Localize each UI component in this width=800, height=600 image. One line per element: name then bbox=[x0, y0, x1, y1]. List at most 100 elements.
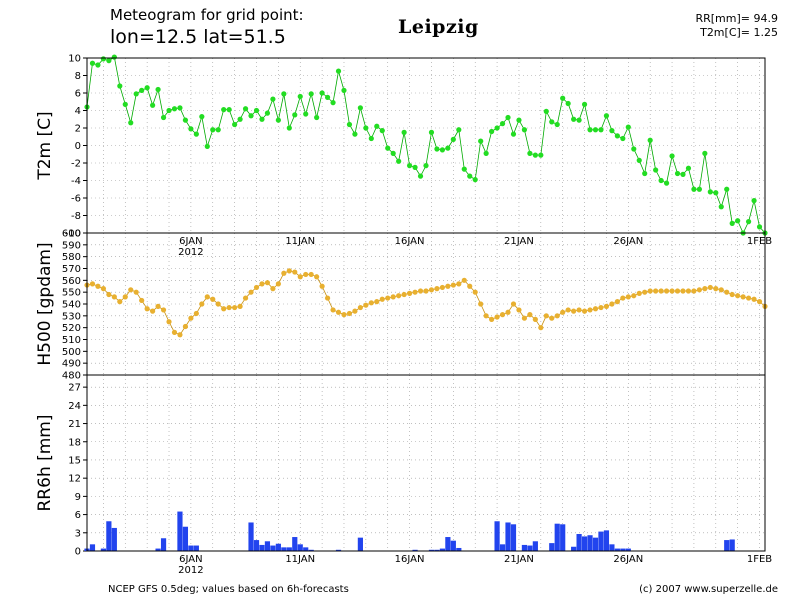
temperature-point bbox=[467, 173, 473, 179]
temperature-point bbox=[232, 121, 238, 128]
temperature-point bbox=[499, 121, 506, 127]
temperature-point bbox=[680, 171, 686, 177]
y-tick-label: 0 bbox=[75, 141, 81, 152]
precip-bar bbox=[532, 541, 538, 551]
precip-bar bbox=[494, 521, 500, 551]
precip-bar bbox=[335, 549, 342, 551]
y-tick-label: 490 bbox=[62, 359, 81, 370]
height-point bbox=[658, 288, 664, 294]
temperature-point bbox=[95, 62, 101, 68]
y-tick-label: 550 bbox=[62, 288, 81, 299]
precip-bar bbox=[111, 527, 117, 551]
temperature-point bbox=[308, 91, 314, 97]
height-point bbox=[368, 300, 374, 306]
temperature-point bbox=[412, 164, 418, 170]
temperature-point bbox=[188, 126, 194, 132]
temperature-point bbox=[549, 119, 555, 125]
temperature-point bbox=[182, 117, 189, 123]
y-tick-label: 3 bbox=[75, 528, 81, 539]
precip-bar bbox=[177, 511, 183, 551]
height-point bbox=[335, 309, 342, 315]
height-point bbox=[445, 283, 451, 289]
height-point bbox=[532, 316, 538, 322]
y-axis-title: H500 [gpdam] bbox=[35, 242, 55, 365]
y-tick-label: 510 bbox=[62, 335, 81, 346]
temperature-point bbox=[193, 131, 199, 137]
height-point bbox=[527, 312, 533, 318]
height-point bbox=[286, 268, 292, 274]
height-point bbox=[456, 281, 462, 287]
height-point bbox=[538, 325, 544, 331]
height-point bbox=[281, 270, 287, 276]
height-point bbox=[625, 294, 631, 300]
temperature-point bbox=[609, 128, 615, 134]
temperature-point bbox=[696, 186, 702, 192]
precip-bar bbox=[625, 548, 631, 551]
temperature-point bbox=[532, 152, 538, 158]
temperature-point bbox=[374, 123, 380, 129]
temperature-point bbox=[346, 121, 353, 128]
temperature-point bbox=[270, 96, 276, 102]
temperature-point bbox=[587, 127, 593, 133]
precip-bar bbox=[581, 536, 588, 551]
y-tick-label: 6 bbox=[75, 510, 81, 521]
height-point bbox=[674, 288, 681, 294]
height-point bbox=[707, 284, 713, 291]
temperature-point bbox=[171, 106, 178, 112]
temperature-point bbox=[139, 87, 145, 93]
precip-bar bbox=[259, 544, 265, 551]
height-point bbox=[128, 287, 134, 293]
temperature-point bbox=[144, 85, 150, 91]
temperature-point bbox=[406, 163, 413, 169]
temperature-point bbox=[160, 114, 167, 121]
precip-bar bbox=[188, 545, 194, 551]
x-tick-label: 16JAN bbox=[395, 554, 425, 565]
height-point bbox=[428, 287, 435, 293]
precip-bar bbox=[292, 537, 298, 551]
x-tick-label: 6JAN bbox=[179, 236, 202, 247]
height-point bbox=[620, 295, 626, 301]
height-point bbox=[756, 299, 763, 305]
temperature-point bbox=[576, 117, 582, 123]
precip-bar bbox=[248, 522, 254, 551]
height-point bbox=[155, 303, 161, 309]
temperature-point bbox=[505, 114, 511, 121]
y-tick-label: 600 bbox=[62, 229, 81, 240]
temperature-point bbox=[735, 218, 741, 224]
temperature-point bbox=[713, 190, 719, 196]
y-tick-label: 10 bbox=[68, 54, 81, 65]
height-point bbox=[571, 308, 577, 314]
temperature-point bbox=[745, 219, 752, 225]
height-point bbox=[434, 286, 440, 292]
precip-bar bbox=[456, 547, 462, 551]
temperature-point bbox=[598, 127, 604, 133]
temperature-point bbox=[620, 135, 626, 142]
temperature-point bbox=[669, 153, 675, 159]
height-point bbox=[188, 315, 194, 321]
precip-bar bbox=[724, 540, 730, 551]
y-tick-label: 2 bbox=[75, 124, 81, 135]
height-point bbox=[439, 284, 446, 291]
temperature-point bbox=[253, 107, 260, 114]
precip-bar bbox=[412, 549, 418, 551]
temperature-point bbox=[521, 127, 528, 133]
precip-bar bbox=[270, 545, 276, 551]
temperature-point bbox=[691, 186, 697, 192]
y-tick-label: 12 bbox=[68, 474, 81, 485]
y-tick-label: 580 bbox=[62, 252, 81, 263]
height-point bbox=[510, 301, 517, 307]
temperature-point bbox=[248, 113, 254, 119]
height-point bbox=[472, 289, 478, 295]
height-point bbox=[177, 332, 183, 338]
y-tick-label: -2 bbox=[71, 159, 81, 170]
height-point bbox=[696, 287, 702, 293]
x-tick-label: 16JAN bbox=[395, 236, 425, 247]
height-point bbox=[259, 281, 265, 287]
height-point bbox=[663, 288, 670, 294]
height-point bbox=[669, 288, 675, 294]
temperature-point bbox=[751, 198, 757, 204]
precip-bar bbox=[308, 549, 314, 551]
temperature-point bbox=[100, 56, 107, 62]
precip-bar bbox=[297, 544, 303, 551]
height-point bbox=[346, 310, 353, 317]
